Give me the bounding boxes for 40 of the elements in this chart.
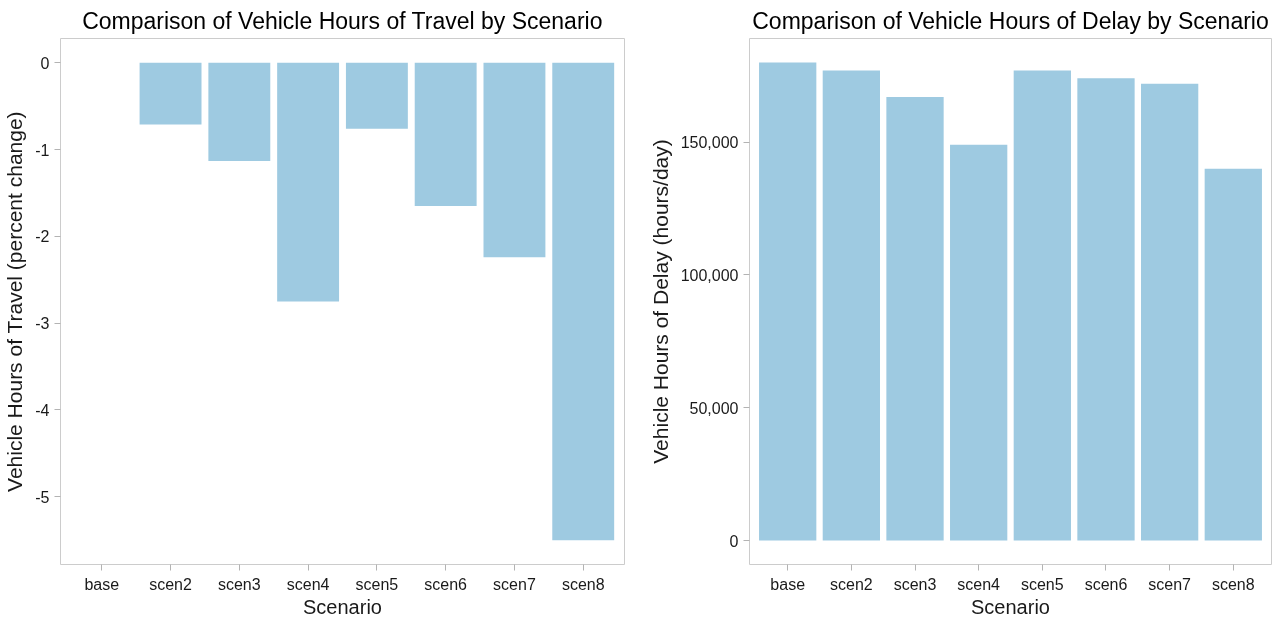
bar: [950, 144, 1008, 541]
x-tick-label: scen7: [493, 575, 536, 593]
y-tick-label: 100,000: [680, 266, 739, 284]
x-axis-title: Scenario: [303, 595, 382, 618]
y-axis-title: Vehicle Hours of Delay (hours/day): [648, 139, 672, 464]
y-tick-label: -1: [35, 141, 50, 159]
x-tick-label: scen4: [957, 575, 1001, 593]
chart-title: Comparison of Vehicle Hours of Delay by Scenario: [752, 7, 1269, 34]
y-tick-label: -2: [35, 228, 50, 246]
x-tick-label: base: [84, 575, 120, 593]
bar: [759, 62, 817, 541]
x-tick-label: scen2: [830, 575, 873, 593]
bar: [1204, 168, 1262, 541]
chart-title: Comparison of Vehicle Hours of Travel by Scenario: [82, 7, 603, 34]
y-tick-label: -3: [35, 315, 50, 333]
x-tick-label: base: [770, 575, 806, 593]
bar: [1141, 83, 1199, 541]
bar: [822, 70, 880, 541]
x-tick-label: scen2: [149, 575, 192, 593]
x-tick-label: scen3: [893, 575, 937, 593]
x-tick-label: scen7: [1148, 575, 1192, 593]
x-tick-label: scen5: [355, 575, 399, 593]
x-tick-label: scen3: [217, 575, 261, 593]
y-tick-label: 0: [40, 54, 50, 72]
bar: [1077, 78, 1135, 541]
x-axis-title: Scenario: [971, 595, 1050, 618]
x-tick-label: scen6: [1084, 575, 1128, 593]
y-tick-label: 50,000: [689, 399, 739, 417]
y-tick-label: -5: [35, 488, 50, 506]
x-tick-label: scen5: [1020, 575, 1064, 593]
bar: [886, 96, 944, 541]
y-tick-label: 0: [729, 532, 739, 550]
y-axis-title: Vehicle Hours of Travel (percent change): [3, 111, 27, 492]
y-tick-label: -4: [35, 402, 50, 419]
x-tick-label: scen6: [424, 575, 468, 593]
bar: [1013, 70, 1071, 541]
x-tick-label: scen4: [286, 575, 330, 593]
y-tick-label: 150,000: [680, 134, 739, 152]
x-tick-label: scen8: [561, 575, 605, 593]
x-tick-label: scen8: [1211, 575, 1255, 593]
